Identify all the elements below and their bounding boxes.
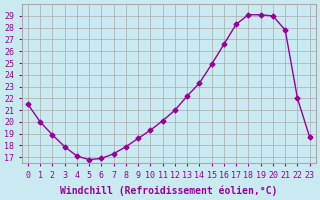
X-axis label: Windchill (Refroidissement éolien,°C): Windchill (Refroidissement éolien,°C) bbox=[60, 185, 277, 196]
